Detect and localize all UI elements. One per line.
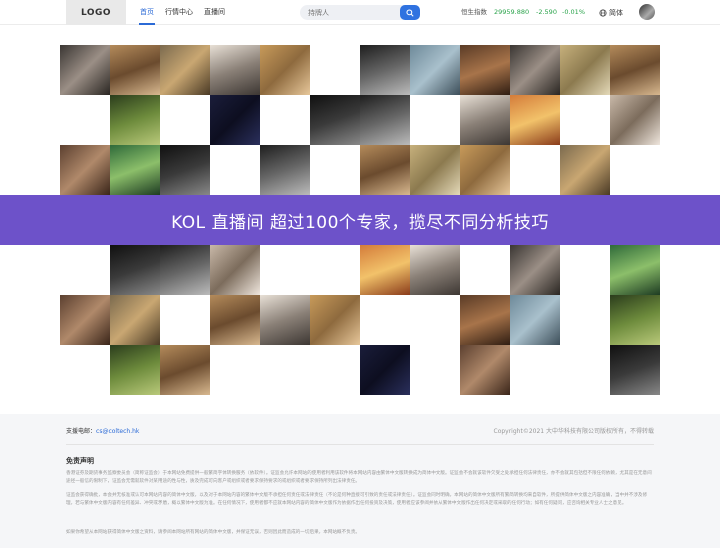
main-nav: 首页 行情中心 直播间 <box>136 0 232 25</box>
kol-photo[interactable] <box>110 95 160 145</box>
kol-photo[interactable] <box>610 345 660 395</box>
kol-photo[interactable] <box>260 295 310 345</box>
kol-photo[interactable] <box>360 95 410 145</box>
kol-photo[interactable] <box>610 45 660 95</box>
user-avatar[interactable] <box>639 4 655 20</box>
kol-photo[interactable] <box>310 95 360 145</box>
kol-photo[interactable] <box>560 45 610 95</box>
kol-photo[interactable] <box>110 295 160 345</box>
nav-live-room[interactable]: 直播间 <box>204 8 225 16</box>
kol-photo[interactable] <box>110 45 160 95</box>
kol-photo[interactable] <box>110 245 160 295</box>
language-switcher[interactable]: 简体 <box>599 0 623 25</box>
footer-divider <box>66 444 654 445</box>
kol-photo[interactable] <box>460 295 510 345</box>
kol-photo[interactable] <box>510 95 560 145</box>
kol-photo[interactable] <box>360 45 410 95</box>
footer: 支援电邮：cs@coltech.hk Copyright©2021 大中华科技有… <box>0 414 720 548</box>
kol-photo[interactable] <box>510 245 560 295</box>
kol-photo[interactable] <box>610 95 660 145</box>
kol-photo[interactable] <box>460 145 510 195</box>
kol-photo[interactable] <box>610 245 660 295</box>
kol-photo[interactable] <box>260 145 310 195</box>
disclaimer-title: 免责声明 <box>66 457 94 465</box>
kol-photo[interactable] <box>210 245 260 295</box>
kol-banner: KOL 直播间 超过100个专家，揽尽不同分析技巧 <box>0 195 720 245</box>
kol-photo[interactable] <box>160 245 210 295</box>
copyright: Copyright©2021 大中华科技有限公司版权所有，不得转载 <box>493 428 655 435</box>
top-navbar: LOGO 首页 行情中心 直播间 恒生指数 29959.880 -2.590 -… <box>0 0 720 25</box>
kol-photo[interactable] <box>60 45 110 95</box>
support-email-link[interactable]: cs@coltech.hk <box>96 428 140 435</box>
nav-market-center[interactable]: 行情中心 <box>165 8 193 16</box>
kol-photo[interactable] <box>510 45 560 95</box>
language-label: 简体 <box>609 8 623 17</box>
kol-photo[interactable] <box>510 295 560 345</box>
kol-photo[interactable] <box>60 145 110 195</box>
kol-photo[interactable] <box>460 95 510 145</box>
search-input[interactable] <box>308 7 396 18</box>
logo[interactable]: LOGO <box>66 0 126 25</box>
kol-photo[interactable] <box>310 295 360 345</box>
kol-photo[interactable] <box>210 95 260 145</box>
kol-photo[interactable] <box>410 45 460 95</box>
search-box <box>300 5 420 20</box>
index-value: 29959.880 <box>494 8 530 16</box>
kol-photo[interactable] <box>460 45 510 95</box>
kol-photo[interactable] <box>410 145 460 195</box>
kol-photo[interactable] <box>160 145 210 195</box>
support-email-line: 支援电邮：cs@coltech.hk <box>66 426 139 435</box>
disclaimer-paragraph-1: 香港证券及期货事务监察委员会（简称证监会）于本网站免费提供一般繁简字体转换服务（… <box>66 471 652 484</box>
index-percent: -0.01% <box>562 8 585 16</box>
nav-home[interactable]: 首页 <box>136 0 158 25</box>
kol-photo[interactable] <box>360 145 410 195</box>
disclaimer-paragraph-2: 证监会获得确批，本会并无核准或认可本网站内容的简体中文版，以及对于本网站内容的繁… <box>66 493 648 506</box>
kol-photo[interactable] <box>110 345 160 395</box>
kol-photo[interactable] <box>60 295 110 345</box>
kol-photo-grid <box>60 45 660 395</box>
search-button[interactable] <box>400 5 420 20</box>
kol-photo[interactable] <box>160 45 210 95</box>
kol-photo[interactable] <box>560 145 610 195</box>
globe-icon <box>599 8 607 17</box>
support-label: 支援电邮： <box>66 428 97 435</box>
kol-photo[interactable] <box>360 345 410 395</box>
kol-photo[interactable] <box>260 45 310 95</box>
index-change: -2.590 <box>536 8 557 16</box>
kol-photo[interactable] <box>360 245 410 295</box>
banner-text: KOL 直播间 超过100个专家，揽尽不同分析技巧 <box>171 212 549 233</box>
kol-photo[interactable] <box>110 145 160 195</box>
kol-photo[interactable] <box>460 345 510 395</box>
kol-photo[interactable] <box>410 245 460 295</box>
index-name: 恒生指数 <box>461 8 487 16</box>
kol-photo[interactable] <box>210 45 260 95</box>
kol-photo[interactable] <box>160 345 210 395</box>
search-icon <box>406 8 414 17</box>
kol-photo[interactable] <box>610 295 660 345</box>
disclaimer-paragraph-3: 如果你希望从本网站获得简体中文版之资料，请参阅本网站所有网站的简体中文版，并保证… <box>66 530 361 535</box>
kol-photo[interactable] <box>210 295 260 345</box>
